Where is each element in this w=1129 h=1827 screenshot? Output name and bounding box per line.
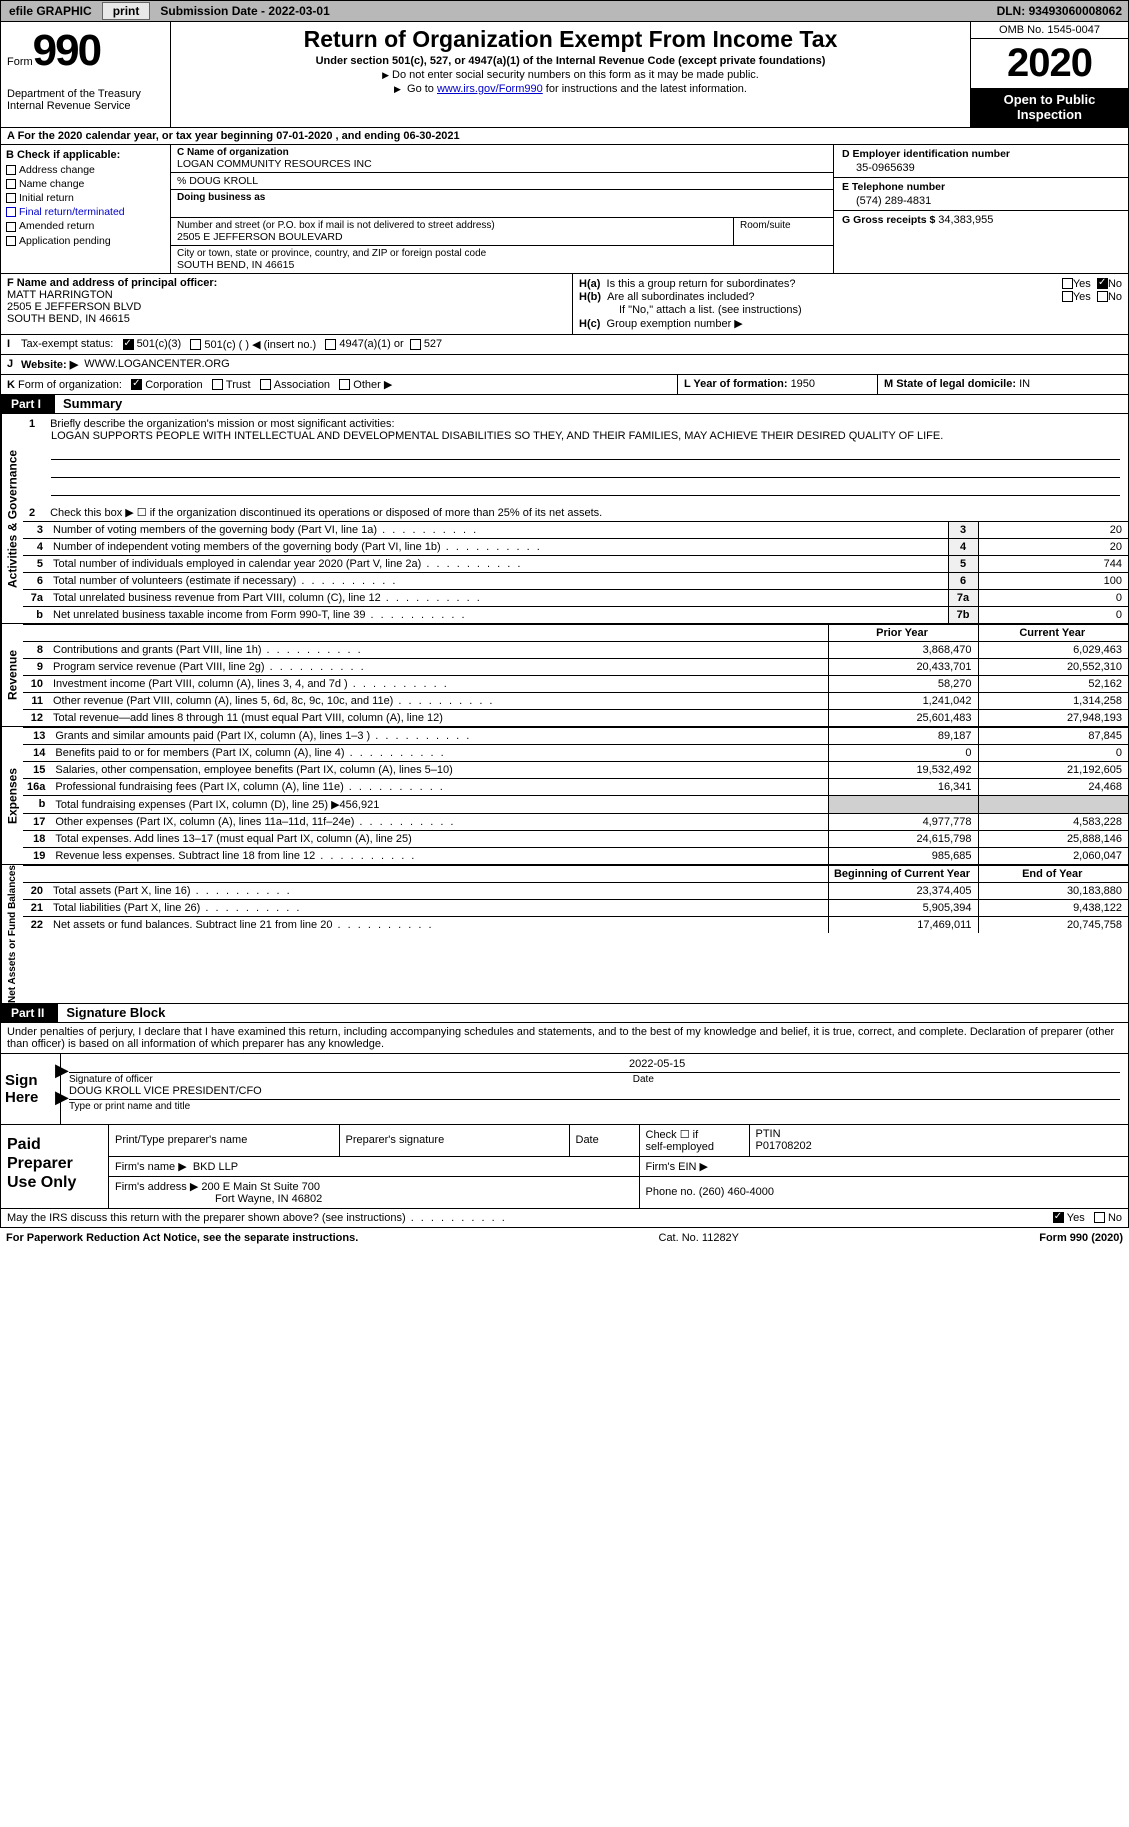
dba: Doing business as — [171, 190, 833, 218]
form-header: Form990 Department of the Treasury Inter… — [0, 22, 1129, 128]
chk-app-pending[interactable]: Application pending — [6, 234, 165, 248]
chk-501c3[interactable] — [123, 339, 134, 350]
hb-yes[interactable] — [1062, 291, 1073, 302]
irs-discuss: May the IRS discuss this return with the… — [0, 1209, 1129, 1228]
officer-name: DOUG KROLL VICE PRESIDENT/CFO — [69, 1085, 262, 1097]
chk-527[interactable] — [410, 339, 421, 350]
officer-group: F Name and address of principal officer:… — [0, 274, 1129, 335]
form-number-box: Form990 Department of the Treasury Inter… — [1, 22, 171, 127]
chk-amended[interactable]: Amended return — [6, 219, 165, 233]
chk-corp[interactable] — [131, 379, 142, 390]
chk-final-return[interactable]: Final return/terminated — [6, 205, 165, 219]
care-of: % DOUG KROLL — [171, 173, 833, 190]
signature-line: ▶ 2022-05-15 — [69, 1072, 1120, 1073]
open-to-public: Open to Public Inspection — [971, 89, 1128, 127]
entity-info: B Check if applicable: Address change Na… — [0, 145, 1129, 274]
mission-block: 1 Briefly describe the organization's mi… — [23, 414, 1128, 502]
address-row: Number and street (or P.O. box if mail i… — [171, 218, 833, 246]
revenue-section: Revenue Prior YearCurrent Year 8Contribu… — [0, 624, 1129, 727]
chk-trust[interactable] — [212, 379, 223, 390]
chk-other[interactable] — [339, 379, 350, 390]
h-questions: H(a) Is this a group return for subordin… — [573, 274, 1128, 334]
instruction-1: Do not enter social security numbers on … — [179, 69, 962, 81]
col-b-checkboxes: B Check if applicable: Address change Na… — [1, 145, 171, 273]
page-footer: For Paperwork Reduction Act Notice, see … — [0, 1228, 1129, 1248]
top-toolbar: efile GRAPHIC print Submission Date - 20… — [0, 0, 1129, 22]
chk-name-change[interactable]: Name change — [6, 177, 165, 191]
netassets-section: Net Assets or Fund Balances Beginning of… — [0, 865, 1129, 1004]
col-deg: D Employer identification number 35-0965… — [833, 145, 1128, 273]
expenses-section: Expenses 13Grants and similar amounts pa… — [0, 727, 1129, 865]
website-row: J Website: ▶ WWW.LOGANCENTER.ORG — [0, 355, 1129, 375]
page-title: Return of Organization Exempt From Incom… — [179, 26, 962, 53]
line2-block: 2 Check this box ▶ ☐ if the organization… — [23, 502, 1128, 521]
firm-phone: (260) 460-4000 — [699, 1186, 774, 1198]
omb-number: OMB No. 1545-0047 — [971, 22, 1128, 39]
dln: DLN: 93493060008062 — [997, 4, 1128, 18]
ha-no[interactable] — [1097, 278, 1108, 289]
tab-expenses: Expenses — [1, 727, 23, 864]
governance-section: Activities & Governance 1 Briefly descri… — [0, 414, 1129, 624]
gross-receipts: G Gross receipts $ 34,383,955 — [834, 211, 1128, 229]
part1-header: Part I Summary — [0, 395, 1129, 414]
part2-header: Part II Signature Block — [0, 1004, 1129, 1023]
submission-date: Submission Date - 2022-03-01 — [152, 4, 337, 18]
tax-year: 2020 — [971, 39, 1128, 89]
ein: 35-0965639 — [842, 162, 1120, 174]
print-button[interactable]: print — [102, 2, 151, 20]
ein-cell: D Employer identification number 35-0965… — [834, 145, 1128, 178]
phone-cell: E Telephone number (574) 289-4831 — [834, 178, 1128, 211]
room-suite: Room/suite — [733, 218, 833, 245]
year-box: OMB No. 1545-0047 2020 Open to Public In… — [970, 22, 1128, 127]
dept-treasury: Department of the Treasury Internal Reve… — [7, 88, 164, 112]
irs-link[interactable]: www.irs.gov/Form990 — [437, 83, 543, 95]
expenses-table: 13Grants and similar amounts paid (Part … — [23, 727, 1128, 864]
principal-officer: F Name and address of principal officer:… — [1, 274, 573, 334]
tax-period: A For the 2020 calendar year, or tax yea… — [0, 128, 1129, 145]
tab-netassets: Net Assets or Fund Balances — [1, 865, 23, 1003]
gov-table: 3Number of voting members of the governi… — [23, 521, 1128, 623]
tax-exempt-status: I Tax-exempt status: 501(c)(3) 501(c) ( … — [0, 335, 1129, 355]
arrow-icon: ▶ — [55, 1087, 69, 1108]
tab-governance: Activities & Governance — [1, 414, 23, 623]
efile-label: efile GRAPHIC — [1, 4, 100, 18]
form-of-org: K Form of organization: Corporation Trus… — [0, 375, 1129, 395]
netassets-table: Beginning of Current YearEnd of Year 20T… — [23, 865, 1128, 933]
website: WWW.LOGANCENTER.ORG — [84, 358, 229, 370]
firm-name: BKD LLP — [193, 1161, 238, 1173]
chk-assoc[interactable] — [260, 379, 271, 390]
street-address: Number and street (or P.O. box if mail i… — [171, 218, 733, 245]
chk-address-change[interactable]: Address change — [6, 163, 165, 177]
declaration: Under penalties of perjury, I declare th… — [0, 1023, 1129, 1054]
name-line: ▶ DOUG KROLL VICE PRESIDENT/CFO — [69, 1099, 1120, 1100]
sign-here: Sign Here ▶ 2022-05-15 Signature of offi… — [0, 1054, 1129, 1125]
city-state-zip: City or town, state or province, country… — [171, 246, 833, 273]
paid-preparer: Paid Preparer Use Only Print/Type prepar… — [0, 1125, 1129, 1209]
chk-initial-return[interactable]: Initial return — [6, 191, 165, 205]
title-box: Return of Organization Exempt From Incom… — [171, 22, 970, 127]
instruction-2: Go to www.irs.gov/Form990 for instructio… — [179, 83, 962, 95]
col-c: C Name of organization LOGAN COMMUNITY R… — [171, 145, 833, 273]
ha-yes[interactable] — [1062, 278, 1073, 289]
ptin: P01708202 — [756, 1140, 812, 1152]
subtitle: Under section 501(c), 527, or 4947(a)(1)… — [179, 55, 962, 67]
irs-no[interactable] — [1094, 1212, 1105, 1223]
org-name: LOGAN COMMUNITY RESOURCES INC — [177, 158, 827, 170]
irs-yes[interactable] — [1053, 1212, 1064, 1223]
mission-text: LOGAN SUPPORTS PEOPLE WITH INTELLECTUAL … — [51, 430, 943, 442]
revenue-table: Prior YearCurrent Year 8Contributions an… — [23, 624, 1128, 726]
hb-no[interactable] — [1097, 291, 1108, 302]
sign-date: 2022-05-15 — [629, 1058, 685, 1070]
chk-501c[interactable] — [190, 339, 201, 350]
phone: (574) 289-4831 — [842, 195, 1120, 207]
tab-revenue: Revenue — [1, 624, 23, 726]
chk-4947[interactable] — [325, 339, 336, 350]
org-name-cell: C Name of organization LOGAN COMMUNITY R… — [171, 145, 833, 173]
preparer-table: Print/Type preparer's name Preparer's si… — [109, 1125, 1128, 1208]
arrow-icon: ▶ — [55, 1060, 69, 1081]
